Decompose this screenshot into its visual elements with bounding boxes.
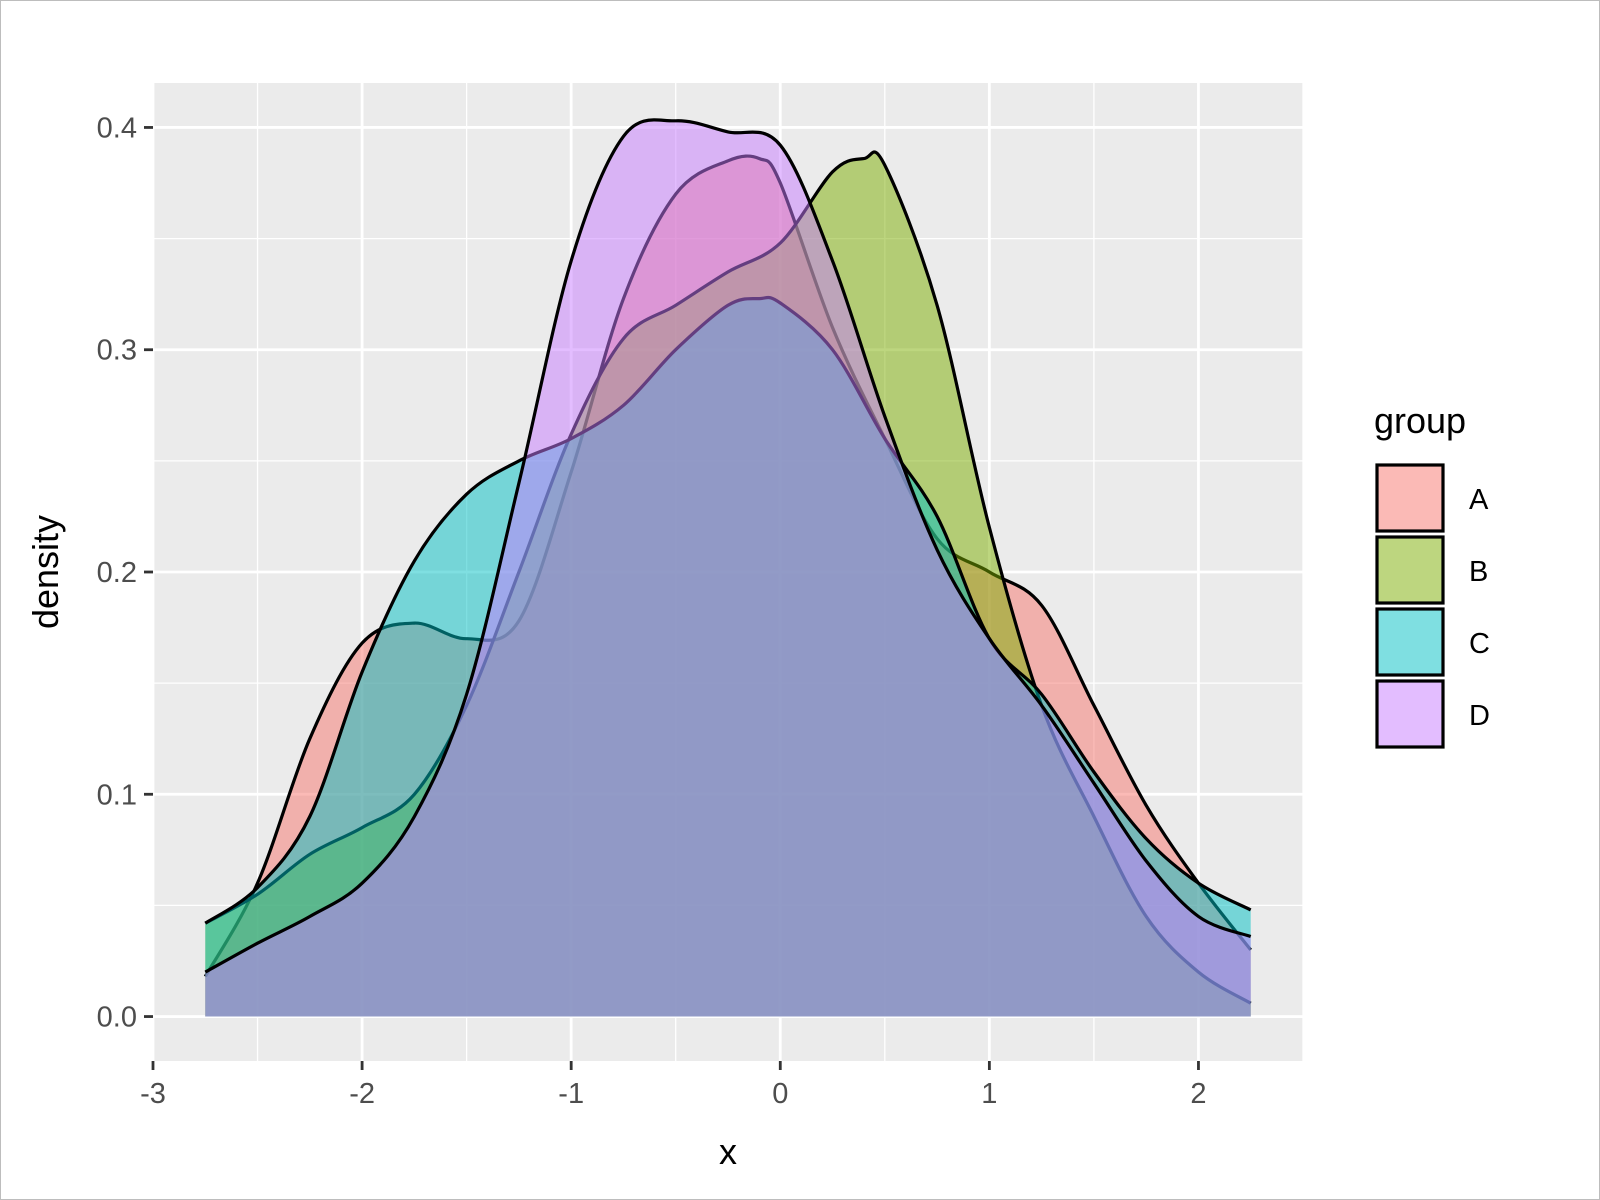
x-axis-title: x	[719, 1131, 737, 1172]
density-area-d	[205, 119, 1251, 1017]
density-areas	[203, 118, 1252, 1017]
x-tick-label: -1	[558, 1078, 584, 1110]
y-tick-label: 0.0	[97, 1002, 137, 1034]
x-tick-label: -2	[349, 1078, 375, 1110]
legend-key-c	[1375, 607, 1445, 677]
legend-label-a: A	[1469, 484, 1489, 516]
legend: group A B C D	[1374, 400, 1490, 749]
legend-items: A B C D	[1375, 463, 1490, 749]
x-tick-label: 2	[1190, 1078, 1206, 1110]
legend-key-d	[1375, 679, 1445, 749]
y-tick-label: 0.3	[97, 335, 137, 367]
x-tick-label: 0	[772, 1078, 788, 1110]
x-tick-label: -3	[140, 1078, 166, 1110]
legend-title: group	[1374, 400, 1466, 441]
legend-key-b	[1375, 535, 1445, 605]
y-axis-title: density	[25, 515, 66, 629]
legend-label-d: D	[1469, 700, 1490, 732]
density-line-d	[204, 118, 1252, 974]
legend-label-c: C	[1469, 628, 1490, 660]
y-tick-label: 0.2	[97, 557, 137, 589]
legend-label-b: B	[1469, 556, 1488, 588]
y-tick-label: 0.1	[97, 779, 137, 811]
y-tick-label: 0.4	[97, 112, 137, 144]
x-axis: -3 -2 -1 0 1 2	[140, 1061, 1207, 1110]
legend-key-a	[1375, 463, 1445, 533]
y-axis: 0.0 0.1 0.2 0.3 0.4	[97, 112, 153, 1034]
x-tick-label: 1	[981, 1078, 997, 1110]
